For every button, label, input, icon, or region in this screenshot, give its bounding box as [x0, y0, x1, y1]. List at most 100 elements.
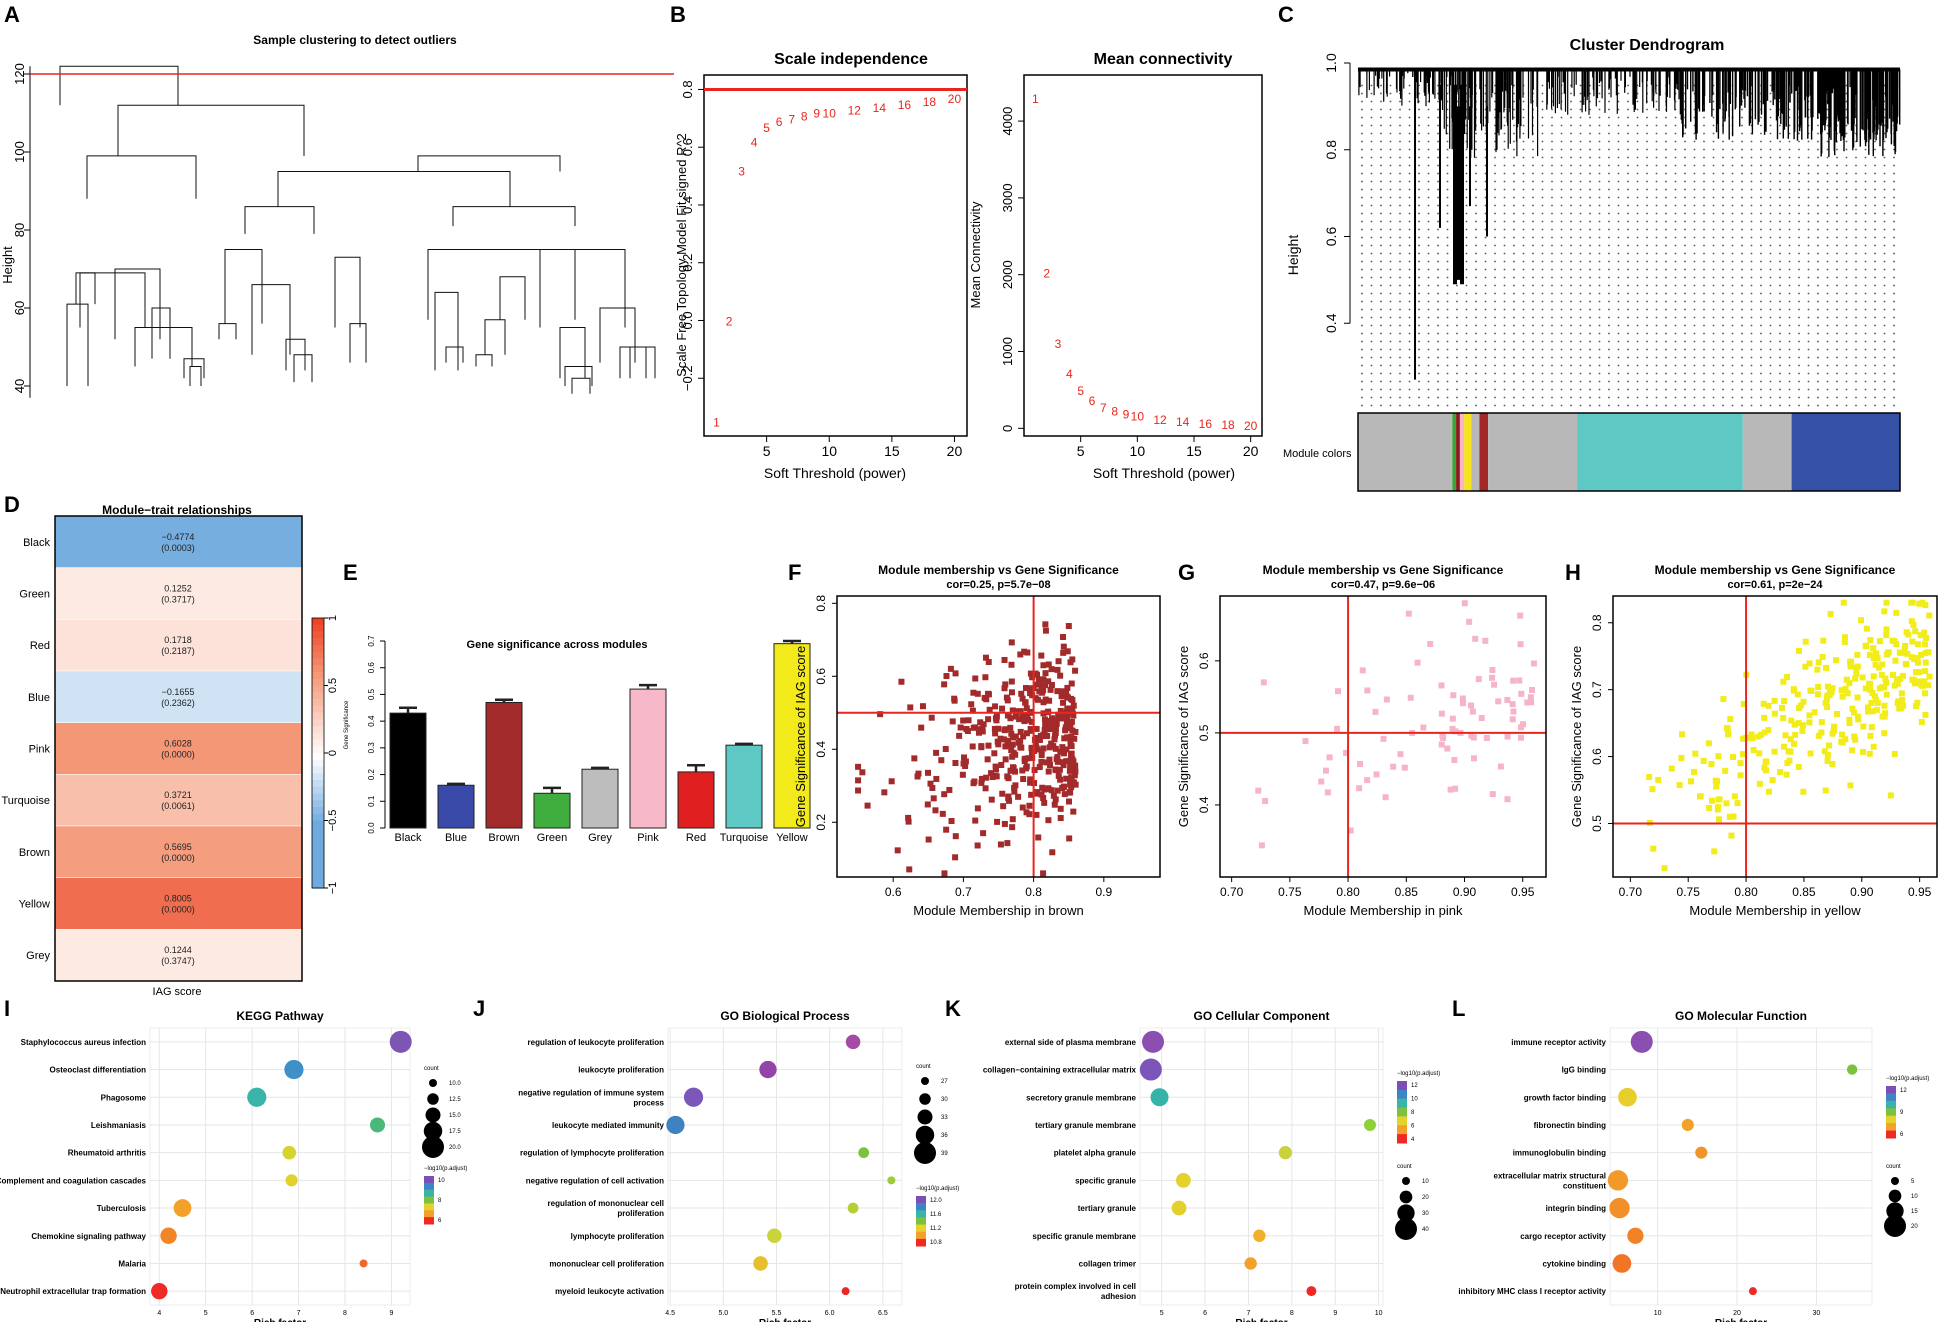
x-tick-label: 0.6: [885, 885, 902, 899]
count-legend-label: 30: [941, 1097, 948, 1103]
power-label-point: 4: [751, 135, 758, 149]
color-scale-step: [312, 867, 324, 876]
data-point: [992, 730, 999, 737]
term-label: Chemokine signaling pathway: [31, 1232, 146, 1241]
heatmap-cell: [54, 774, 303, 827]
data-point: [1908, 618, 1915, 625]
data-point: [1489, 674, 1496, 681]
color-scale-step: [312, 726, 324, 734]
data-point: [975, 729, 982, 736]
panel-title: Module membership vs Gene Significance: [1655, 563, 1896, 577]
data-point: [1926, 673, 1933, 680]
heatmap-pval-label: (0.2187): [161, 646, 195, 656]
data-point: [960, 717, 967, 724]
data-point: [1000, 803, 1007, 810]
x-axis-label: Rich factor: [1715, 1318, 1767, 1322]
color-scale-step: [312, 618, 324, 626]
data-point: [1414, 659, 1421, 666]
data-point: [1713, 783, 1720, 790]
y-axis-label: Gene Significance of IAG score: [1176, 646, 1191, 827]
data-point: [1049, 849, 1056, 856]
data-point: [1034, 681, 1041, 688]
data-point: [914, 773, 921, 780]
data-point: [1819, 653, 1826, 660]
data-point: [1807, 750, 1814, 757]
data-point: [1045, 708, 1052, 715]
data-point: [972, 817, 979, 824]
data-point: [1881, 608, 1888, 615]
panel-letter-e: E: [343, 560, 358, 585]
color-scale-step: [312, 753, 324, 761]
x-tick-label: 0.80: [1336, 885, 1360, 899]
data-point: [997, 841, 1004, 848]
data-point: [1829, 685, 1836, 692]
color-scale-step: [312, 847, 324, 855]
color-legend-step: [916, 1210, 926, 1218]
count-legend-dot: [915, 1125, 935, 1145]
y-tick-label: 0.0: [680, 311, 695, 329]
heatmap-pval-label: (0.3747): [161, 956, 195, 966]
data-point: [1045, 768, 1052, 775]
data-point: [1891, 682, 1898, 689]
count-legend-label: 40: [1422, 1227, 1429, 1233]
data-point: [1918, 718, 1925, 725]
color-scale-step: [312, 651, 324, 660]
x-tick-label: Black: [395, 832, 422, 844]
data-point: [1011, 788, 1018, 795]
panel-subtitle: cor=0.47, p=9.6e−06: [1331, 579, 1435, 591]
heatmap-cell: [54, 670, 303, 723]
data-point: [1021, 648, 1028, 655]
data-point: [1459, 700, 1466, 707]
data-point: [1826, 692, 1833, 699]
data-point: [1060, 634, 1067, 641]
data-point: [1004, 737, 1011, 744]
term-label: Phagosome: [101, 1093, 147, 1102]
data-point: [969, 707, 976, 714]
term-label: immune receptor activity: [1511, 1038, 1606, 1047]
data-point: [1839, 739, 1846, 746]
term-label: specific granule: [1075, 1176, 1136, 1185]
count-legend-label: 12.5: [449, 1097, 461, 1103]
color-legend-step: [916, 1203, 926, 1211]
y-tick-label: 0.4: [367, 715, 376, 727]
data-point: [1912, 703, 1919, 710]
data-point: [1036, 736, 1043, 743]
data-point: [1018, 690, 1025, 697]
enrichment-dot: [1175, 1172, 1191, 1188]
x-tick-label: 7: [297, 1310, 301, 1317]
data-point: [1806, 712, 1813, 719]
dendrogram-branch: [293, 354, 313, 383]
data-point: [1042, 627, 1049, 634]
data-point: [1044, 732, 1051, 739]
color-legend-label: 6: [1900, 1132, 1904, 1138]
data-point: [979, 728, 986, 735]
data-point: [1919, 599, 1926, 606]
panel-c-y-axis: 0.4 0.6 0.8 1.0: [1323, 53, 1351, 333]
data-point: [1889, 671, 1896, 678]
color-legend-step: [916, 1196, 926, 1204]
data-point: [1763, 767, 1770, 774]
power-label-point: 5: [763, 121, 770, 135]
data-point: [952, 833, 959, 840]
term-label: protein complex involved in cell: [1015, 1282, 1136, 1291]
data-point: [1903, 661, 1910, 668]
data-point: [1913, 669, 1920, 676]
data-point: [1364, 687, 1371, 694]
dendrogram-branch: [114, 268, 161, 340]
bar: [677, 771, 715, 829]
term-label: cytokine binding: [1542, 1259, 1606, 1268]
data-point: [1921, 678, 1928, 685]
count-legend-label: 20: [1422, 1195, 1429, 1201]
y-tick-label: 0.2: [680, 254, 695, 272]
x-tick-label: 8: [343, 1310, 347, 1317]
y-tick-label: 0: [1000, 425, 1015, 432]
data-point: [1926, 612, 1933, 619]
data-point: [1730, 813, 1737, 820]
color-legend-step: [1886, 1100, 1896, 1109]
y-tick-label: 0.4: [1197, 796, 1211, 813]
data-point: [1520, 721, 1527, 728]
count-legend-dot: [423, 1121, 443, 1141]
data-point: [1822, 700, 1829, 707]
data-point: [1780, 715, 1787, 722]
